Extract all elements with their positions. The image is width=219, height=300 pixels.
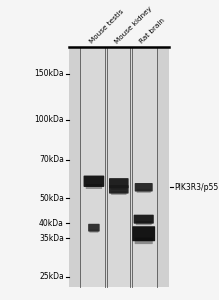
Text: 100kDa: 100kDa (34, 115, 64, 124)
FancyBboxPatch shape (111, 191, 127, 195)
Text: Rat brain: Rat brain (138, 17, 166, 45)
Text: Mouse testis: Mouse testis (88, 9, 125, 45)
Text: 25kDa: 25kDa (39, 272, 64, 281)
Text: Mouse kidney: Mouse kidney (113, 5, 153, 45)
Text: 70kDa: 70kDa (39, 155, 64, 164)
FancyBboxPatch shape (109, 185, 129, 194)
Bar (69, 46, 169, 286)
FancyBboxPatch shape (111, 185, 127, 190)
Bar (130, 46, 157, 286)
FancyBboxPatch shape (89, 229, 98, 233)
FancyBboxPatch shape (84, 176, 104, 187)
Bar (105, 46, 132, 286)
Text: 35kDa: 35kDa (39, 234, 64, 243)
Text: 50kDa: 50kDa (39, 194, 64, 202)
FancyBboxPatch shape (137, 189, 151, 193)
FancyBboxPatch shape (136, 221, 152, 225)
FancyBboxPatch shape (86, 184, 102, 189)
FancyBboxPatch shape (135, 238, 153, 244)
FancyBboxPatch shape (135, 183, 153, 191)
FancyBboxPatch shape (132, 226, 155, 241)
Text: 150kDa: 150kDa (34, 69, 64, 78)
Bar (80, 46, 107, 286)
Text: 40kDa: 40kDa (39, 219, 64, 228)
FancyBboxPatch shape (134, 215, 154, 224)
FancyBboxPatch shape (88, 224, 100, 232)
FancyBboxPatch shape (109, 178, 129, 188)
Text: PIK3R3/p55PIK: PIK3R3/p55PIK (174, 183, 219, 192)
